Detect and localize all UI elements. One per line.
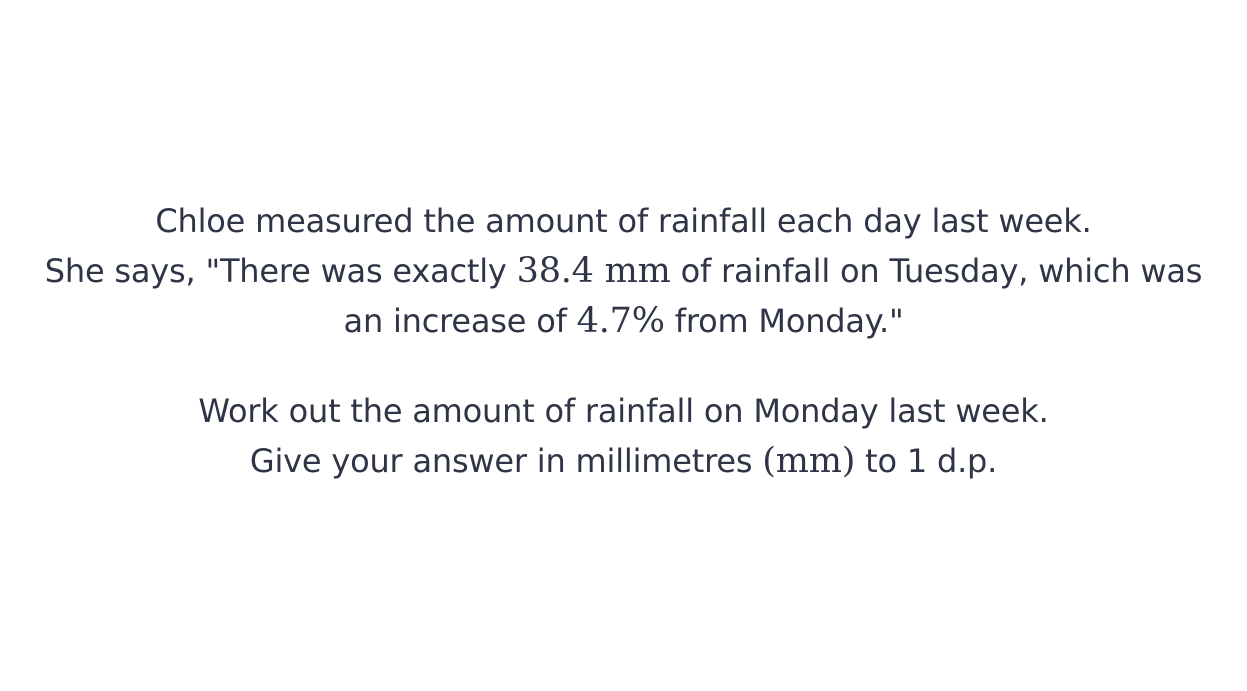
question-line-2: She says, "There was exactly 38.4 mm of … (0, 246, 1247, 296)
task-line-2-prefix: Give your answer in millimetres (249, 442, 763, 480)
paragraph-gap (0, 346, 1247, 386)
question-line-3: an increase of 4.7% from Monday." (0, 296, 1247, 346)
line-3-suffix: from Monday." (664, 302, 904, 340)
unit-label: (mm) (762, 441, 856, 481)
task-line-1: Work out the amount of rainfall on Monda… (198, 392, 1049, 430)
line-2-prefix: She says, "There was exactly (44, 252, 517, 290)
task-line-2: Give your answer in millimetres (mm) to … (0, 436, 1247, 486)
task-line-2-suffix: to 1 d.p. (855, 442, 998, 480)
line-3-prefix: an increase of (343, 302, 577, 340)
line-2-suffix: of rainfall on Tuesday, which was (670, 252, 1203, 290)
increase-percent-value: 4.7% (576, 301, 665, 341)
question-line-1: Chloe measured the amount of rainfall ea… (155, 202, 1092, 240)
tuesday-rainfall-value: 38.4 mm (516, 251, 671, 291)
question-text: Chloe measured the amount of rainfall ea… (0, 196, 1247, 486)
